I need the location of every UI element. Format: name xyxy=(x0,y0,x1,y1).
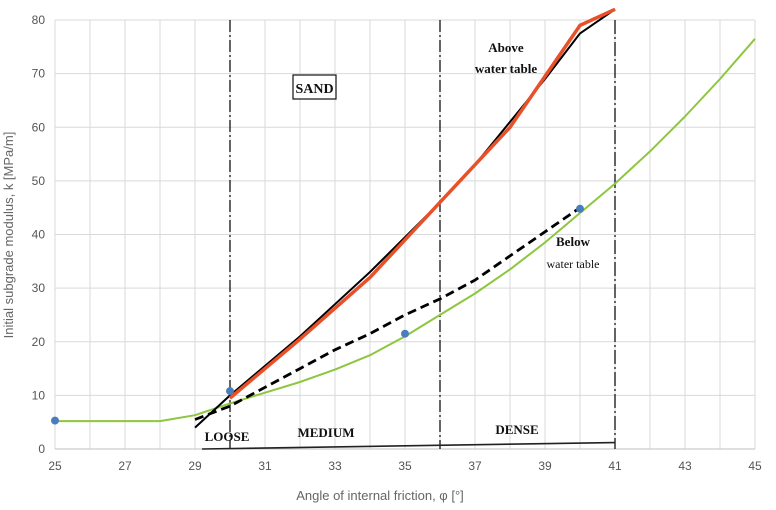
density-baseline xyxy=(201,441,616,450)
x-tick-label: 45 xyxy=(748,459,762,473)
medium-label: MEDIUM xyxy=(297,425,354,440)
x-tick-label: 35 xyxy=(398,459,412,473)
y-tick-label: 80 xyxy=(32,13,46,27)
series-line-2 xyxy=(228,7,616,400)
x-tick-label: 41 xyxy=(608,459,622,473)
y-tick-label: 0 xyxy=(38,442,45,456)
x-tick-label: 25 xyxy=(48,459,62,473)
y-tick-label: 70 xyxy=(32,67,46,81)
y-tick-label: 60 xyxy=(32,120,46,134)
y-tick-label: 20 xyxy=(32,335,46,349)
above-water-table-label-line2: water table xyxy=(475,61,537,76)
above-water-table-label-line1: Above xyxy=(488,40,524,55)
sand-label-box xyxy=(292,74,337,100)
data-point xyxy=(51,416,59,425)
y-axis-title: Initial subgrade modulus, k [MPa/m] xyxy=(1,132,16,339)
data-point xyxy=(226,387,234,396)
y-tick-label: 10 xyxy=(32,388,46,402)
below-water-table-label-line2: water table xyxy=(547,257,600,271)
x-axis-title: Angle of internal friction, φ [°] xyxy=(296,488,464,503)
loose-label: LOOSE xyxy=(205,429,250,444)
series-line-3 xyxy=(194,206,581,421)
grid xyxy=(54,19,756,450)
x-tick-label: 39 xyxy=(538,459,552,473)
tick-labels: 0 10 20 30 40 50 60 70 80 25 27 29 31 33 35 37 39 41 43 45 xyxy=(32,13,762,473)
sand-label: SAND xyxy=(292,74,337,100)
x-tick-label: 29 xyxy=(188,459,202,473)
y-tick-label: 30 xyxy=(32,281,46,295)
data-points xyxy=(51,204,584,425)
x-tick-label: 27 xyxy=(118,459,132,473)
below-water-table-label-line1: Below xyxy=(556,234,591,249)
series-group xyxy=(55,7,756,429)
y-tick-label: 50 xyxy=(32,174,46,188)
data-point xyxy=(576,204,584,213)
x-tick-label: 33 xyxy=(328,459,342,473)
x-tick-label: 31 xyxy=(258,459,272,473)
x-tick-label: 37 xyxy=(468,459,482,473)
data-point xyxy=(401,329,409,338)
density-boundaries xyxy=(201,20,616,450)
dense-label: DENSE xyxy=(495,422,538,437)
y-tick-label: 40 xyxy=(32,228,46,242)
x-tick-label: 43 xyxy=(678,459,692,473)
sand-label-text: SAND xyxy=(295,82,333,97)
